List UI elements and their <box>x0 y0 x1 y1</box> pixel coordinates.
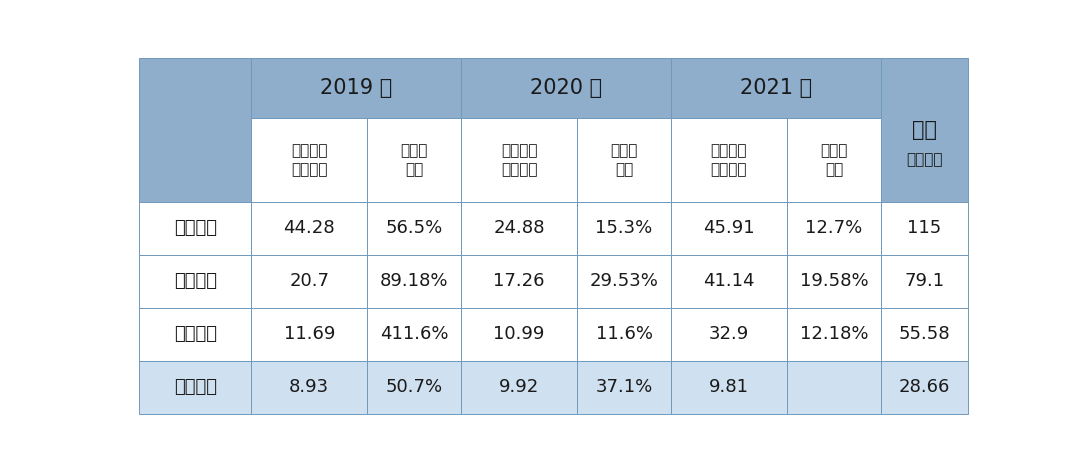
Bar <box>139 308 252 361</box>
Bar <box>367 202 461 255</box>
Text: 56.5%: 56.5% <box>386 219 443 237</box>
Bar <box>671 202 787 255</box>
Bar <box>577 119 671 202</box>
Bar <box>577 308 671 361</box>
Text: 8.93: 8.93 <box>289 378 329 396</box>
Bar <box>252 119 367 202</box>
Text: 研发开支
（亿元）: 研发开支 （亿元） <box>501 143 538 177</box>
Bar <box>367 308 461 361</box>
Text: 蔚来汽车: 蔚来汽车 <box>174 219 217 237</box>
Text: 29.53%: 29.53% <box>590 272 659 290</box>
Bar <box>671 361 787 414</box>
Bar <box>461 58 671 119</box>
Text: 32.9: 32.9 <box>708 325 750 343</box>
Text: 2021 年: 2021 年 <box>740 78 812 98</box>
Text: （亿元）: （亿元） <box>906 153 943 168</box>
Text: 24.88: 24.88 <box>494 219 545 237</box>
Text: 9.81: 9.81 <box>708 378 750 396</box>
Bar <box>577 255 671 308</box>
Text: 28.66: 28.66 <box>899 378 950 396</box>
Text: 小鹏汽车: 小鹏汽车 <box>174 272 217 290</box>
Text: 15.3%: 15.3% <box>595 219 652 237</box>
Text: 89.18%: 89.18% <box>380 272 448 290</box>
Text: 79.1: 79.1 <box>904 272 944 290</box>
Bar <box>881 58 968 202</box>
Bar <box>252 58 461 119</box>
Text: 37.1%: 37.1% <box>595 378 652 396</box>
Bar <box>671 308 787 361</box>
Text: 占同期
收入: 占同期 收入 <box>820 143 848 177</box>
Bar <box>461 361 577 414</box>
Bar <box>461 202 577 255</box>
Text: 50.7%: 50.7% <box>386 378 443 396</box>
Bar <box>787 202 881 255</box>
Bar <box>881 255 968 308</box>
Bar <box>252 202 367 255</box>
Text: 45.91: 45.91 <box>703 219 755 237</box>
Text: 41.14: 41.14 <box>703 272 755 290</box>
Bar <box>461 119 577 202</box>
Bar <box>671 119 787 202</box>
Bar <box>139 361 252 414</box>
Text: 10.99: 10.99 <box>494 325 544 343</box>
Text: 理想汽车: 理想汽车 <box>174 325 217 343</box>
Text: 合计: 合计 <box>912 120 936 140</box>
Text: 研发开支
（亿元）: 研发开支 （亿元） <box>711 143 747 177</box>
Bar <box>577 361 671 414</box>
Bar <box>367 361 461 414</box>
Bar <box>367 255 461 308</box>
Text: 11.6%: 11.6% <box>595 325 652 343</box>
Bar <box>881 361 968 414</box>
Text: 20.7: 20.7 <box>289 272 329 290</box>
Text: 19.58%: 19.58% <box>799 272 868 290</box>
Bar <box>787 255 881 308</box>
Text: 12.18%: 12.18% <box>799 325 868 343</box>
Bar <box>461 308 577 361</box>
Bar <box>577 202 671 255</box>
Text: 威马汽车: 威马汽车 <box>174 378 217 396</box>
Bar <box>367 119 461 202</box>
Bar <box>881 202 968 255</box>
Text: 115: 115 <box>907 219 942 237</box>
Bar <box>139 202 252 255</box>
Bar <box>671 255 787 308</box>
Text: 2020 年: 2020 年 <box>530 78 603 98</box>
Bar <box>252 361 367 414</box>
Bar <box>461 255 577 308</box>
Bar <box>139 58 252 202</box>
Bar <box>787 308 881 361</box>
Text: 17.26: 17.26 <box>494 272 545 290</box>
Text: 44.28: 44.28 <box>283 219 335 237</box>
Bar <box>252 255 367 308</box>
Bar <box>787 119 881 202</box>
Text: 占同期
收入: 占同期 收入 <box>401 143 428 177</box>
Text: 11.69: 11.69 <box>284 325 335 343</box>
Bar <box>881 308 968 361</box>
Text: 研发开支
（亿元）: 研发开支 （亿元） <box>291 143 327 177</box>
Bar <box>252 308 367 361</box>
Text: 占同期
收入: 占同期 收入 <box>610 143 638 177</box>
Text: 12.7%: 12.7% <box>806 219 863 237</box>
Bar <box>671 58 881 119</box>
Text: 55.58: 55.58 <box>899 325 950 343</box>
Text: 2019 年: 2019 年 <box>320 78 392 98</box>
Bar <box>139 255 252 308</box>
Text: 411.6%: 411.6% <box>380 325 448 343</box>
Text: 9.92: 9.92 <box>499 378 539 396</box>
Bar <box>787 361 881 414</box>
